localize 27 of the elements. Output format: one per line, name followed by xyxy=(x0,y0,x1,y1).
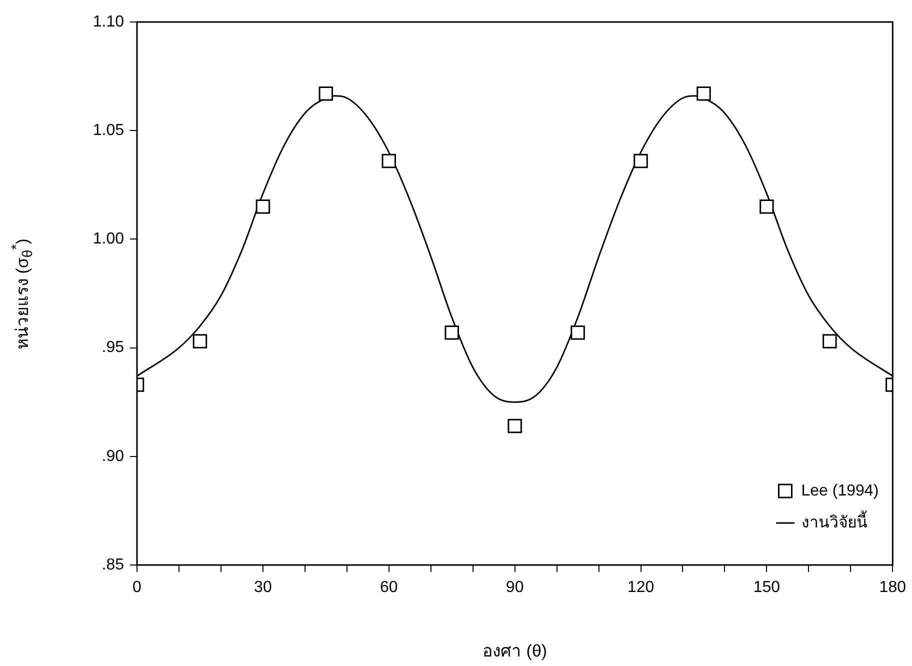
x-tick-label: 120 xyxy=(627,579,654,596)
legend-label: งานวิจัยนี้ xyxy=(801,510,868,532)
y-tick-label: 1.00 xyxy=(92,230,124,248)
x-tick-label: 90 xyxy=(506,579,524,596)
y-tick-label: .95 xyxy=(102,339,124,356)
point xyxy=(192,334,208,348)
point xyxy=(570,325,585,340)
y-tick-label: 1.05 xyxy=(92,122,124,140)
x-tick-label: 0 xyxy=(132,579,142,596)
y-tick-label: .90 xyxy=(102,448,124,465)
x-tick-label: 180 xyxy=(879,579,906,596)
x-tick-label: 30 xyxy=(254,579,272,596)
y-tick-label: .85 xyxy=(102,556,124,574)
x-tick-label: 150 xyxy=(753,579,780,596)
point xyxy=(444,325,459,340)
x-axis-title: องศา (θ) xyxy=(482,641,548,660)
x-tick-label: 60 xyxy=(380,579,398,596)
legend-label: Lee (1994) xyxy=(801,482,879,500)
point xyxy=(634,154,648,168)
y-tick-label: 1.10 xyxy=(92,13,124,30)
point xyxy=(382,154,396,168)
point xyxy=(318,86,334,101)
point xyxy=(760,200,774,214)
point xyxy=(508,418,522,434)
point xyxy=(696,86,711,101)
point xyxy=(256,200,270,214)
point xyxy=(822,334,837,348)
